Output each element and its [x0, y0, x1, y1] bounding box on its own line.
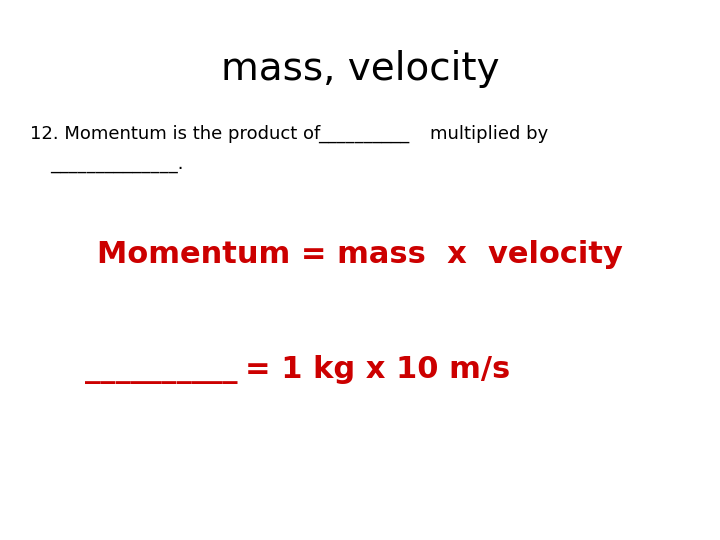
Text: 12. Momentum is the product of: 12. Momentum is the product of	[30, 125, 320, 143]
Text: ______________.: ______________.	[50, 155, 184, 173]
Text: __________: __________	[85, 355, 238, 384]
Text: multiplied by: multiplied by	[430, 125, 548, 143]
Text: mass, velocity: mass, velocity	[221, 50, 499, 88]
Text: __________: __________	[318, 125, 409, 143]
Text: = 1 kg x 10 m/s: = 1 kg x 10 m/s	[245, 355, 510, 384]
Text: Momentum = mass  x  velocity: Momentum = mass x velocity	[97, 240, 623, 269]
